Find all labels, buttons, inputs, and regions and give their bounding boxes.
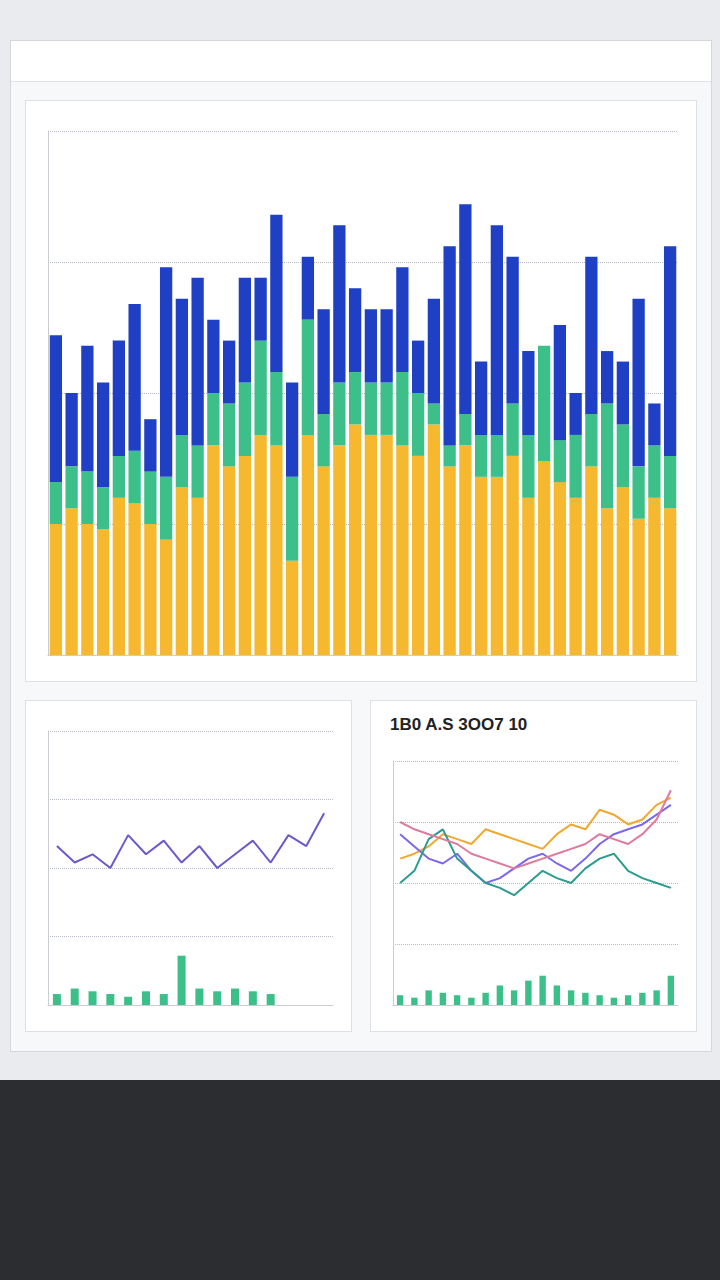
svg-text:1B0 A.S 3OO7 10: 1B0 A.S 3OO7 10 [390, 715, 527, 734]
